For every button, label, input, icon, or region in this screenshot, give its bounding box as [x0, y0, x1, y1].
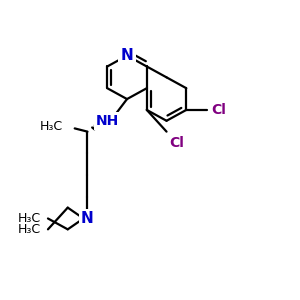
- Text: H₃C: H₃C: [40, 120, 63, 133]
- Text: Cl: Cl: [212, 103, 226, 117]
- Text: Cl: Cl: [169, 136, 184, 150]
- Text: H₃C: H₃C: [18, 223, 41, 236]
- Text: N: N: [121, 48, 134, 63]
- Text: N: N: [81, 211, 94, 226]
- Text: H₃C: H₃C: [18, 212, 41, 225]
- Text: NH: NH: [96, 114, 119, 128]
